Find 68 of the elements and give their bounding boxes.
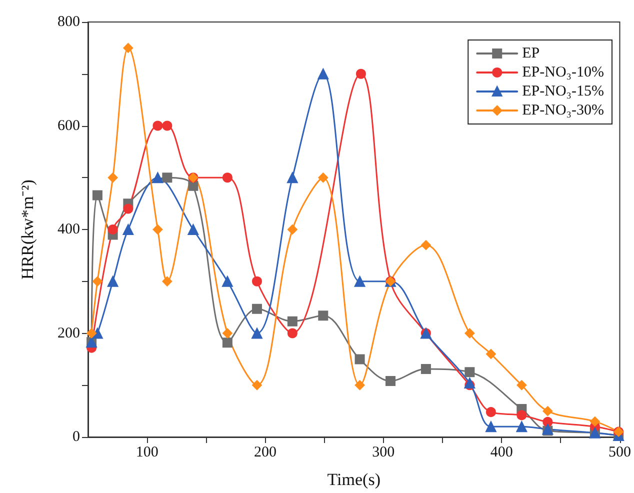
y-tick-label: 200 [58, 325, 80, 342]
point [542, 406, 553, 416]
point [162, 172, 172, 183]
legend-label: EP-NO₃-10% [522, 64, 604, 80]
point [122, 224, 134, 235]
point [516, 421, 528, 432]
point [162, 276, 172, 286]
point [485, 421, 496, 432]
point [590, 416, 600, 426]
point [222, 276, 233, 287]
point [542, 416, 553, 427]
point [92, 276, 102, 286]
point [108, 224, 118, 234]
y-tick-label: 0 [72, 429, 80, 445]
y-tick-label: 800 [58, 14, 80, 30]
point [516, 410, 527, 420]
point [86, 328, 97, 338]
legend-label: EP-NO₃-30% [522, 102, 604, 118]
legend-label: EP [522, 46, 540, 62]
point [152, 172, 164, 184]
point [152, 224, 163, 234]
point [287, 316, 298, 326]
point [318, 68, 329, 80]
point [108, 172, 118, 183]
point [516, 380, 527, 390]
point [252, 276, 262, 286]
point [107, 276, 118, 287]
point [356, 68, 366, 79]
x-tick-label: 100 [136, 444, 158, 460]
point [222, 338, 232, 348]
point [188, 180, 198, 191]
point [386, 376, 396, 386]
point [123, 204, 134, 214]
point [464, 328, 475, 338]
y-tick-label: 400 [58, 222, 80, 238]
point [123, 42, 134, 53]
y-tick-label: 600 [58, 118, 80, 134]
point [286, 172, 298, 184]
point [188, 224, 199, 235]
point [287, 328, 298, 338]
point [152, 120, 163, 131]
x-tick-label: 300 [372, 444, 395, 460]
point [486, 349, 496, 359]
x-tick-label: 400 [490, 444, 513, 460]
point [318, 310, 328, 321]
point [318, 172, 328, 183]
x-tick-label: 200 [254, 444, 276, 460]
point [222, 328, 232, 338]
x-axis-title: Time(s) [327, 470, 380, 489]
point [287, 224, 298, 234]
point [92, 190, 102, 200]
point [420, 240, 431, 250]
point [162, 120, 172, 131]
point [222, 172, 232, 183]
x-tick-label: 500 [608, 444, 631, 460]
point [486, 407, 496, 418]
legend-label: EP-NO₃-15% [522, 84, 604, 100]
point [92, 328, 103, 339]
point [464, 367, 475, 378]
point [354, 276, 366, 287]
point [251, 328, 262, 339]
point [252, 380, 262, 390]
point [354, 380, 365, 390]
point [354, 354, 365, 364]
point [420, 364, 431, 374]
y-axis-title: HRR(kw*m⁻²) [18, 180, 37, 280]
point [464, 378, 476, 389]
point [252, 304, 262, 314]
